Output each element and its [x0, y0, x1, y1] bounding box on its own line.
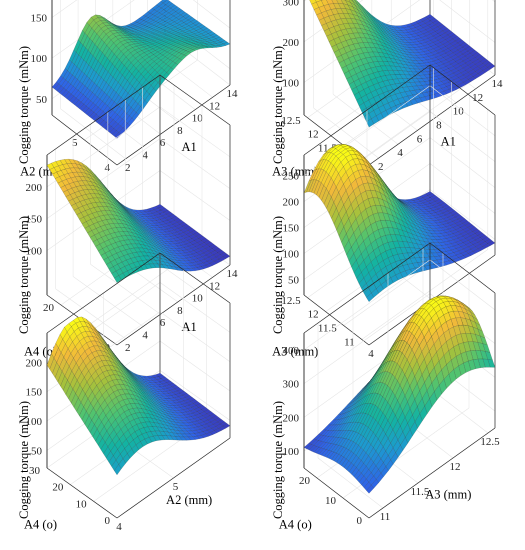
x-tick-label: 8	[177, 305, 183, 317]
grid-line	[439, 0, 496, 43]
z-tick-label: 50	[288, 274, 300, 286]
x-tick-label: 4	[142, 150, 148, 162]
z-tick-label: 300	[283, 0, 300, 8]
grid-line	[51, 0, 135, 59]
z-tick-label: 100	[31, 53, 48, 65]
grid-line	[313, 107, 379, 159]
x-tick-label: 4	[368, 348, 374, 360]
z-tick-label: 200	[283, 197, 300, 209]
x-axis-label: A2 (mm)	[166, 493, 212, 507]
z-tick-label: 200	[26, 357, 43, 369]
z-axis-label: Cogging torque (mNm)	[17, 216, 31, 334]
x-tick-label: 14	[492, 78, 504, 90]
x-axis-label: A1	[182, 140, 197, 154]
surface-mesh	[51, 0, 231, 139]
x-axis-label: A3 (mm)	[425, 488, 471, 502]
z-tick-label: 200	[26, 182, 43, 194]
grid-line	[429, 137, 496, 188]
grid-line	[361, 69, 488, 160]
x-tick-label: 5	[173, 481, 179, 493]
y-tick-label: 10	[76, 498, 88, 510]
x-tick-label: 10	[192, 113, 204, 125]
z-tick-label: 150	[283, 223, 300, 235]
z-axis-label: Cogging torque (mNm)	[271, 401, 285, 519]
z-tick-label: 100	[283, 78, 300, 90]
x-tick-label: 11	[380, 511, 391, 523]
x-tick-label: 12	[209, 280, 220, 292]
x-axis-label: A1	[441, 135, 456, 149]
y-tick-label: 12	[308, 309, 319, 321]
z-tick-label: 50	[31, 445, 43, 457]
y-tick-label: 5	[72, 137, 78, 149]
z-tick-label: 150	[31, 13, 48, 25]
y-axis-line	[51, 114, 118, 166]
grid-line	[51, 0, 78, 18]
x-axis-line	[116, 264, 231, 346]
y-tick-label: 4	[105, 162, 111, 174]
x-tick-label: 6	[160, 317, 166, 329]
y-tick-label: 12	[308, 129, 319, 141]
z-axis-label: Cogging torque (mNm)	[17, 46, 31, 164]
x-tick-label: 14	[227, 88, 239, 100]
z-tick-label: 200	[283, 37, 300, 49]
z-tick-label: 300	[283, 379, 300, 391]
z-axis-label: Cogging torque (mNm)	[17, 401, 31, 519]
surface-mesh	[309, 0, 496, 128]
z-tick-label: 100	[283, 446, 300, 458]
y-tick-label: 20	[299, 475, 311, 487]
x-tick-label: 4	[116, 521, 122, 533]
surface-mesh	[46, 158, 231, 283]
x-tick-label: 2	[125, 162, 131, 174]
x-tick-label: 10	[192, 293, 204, 305]
z-tick-label: 50	[36, 94, 48, 106]
y-tick-label: 0	[105, 515, 111, 527]
z-axis-label: Cogging torque (mNm)	[271, 46, 285, 164]
z-tick-label: 250	[283, 171, 300, 183]
x-tick-label: 12	[209, 100, 220, 112]
surface-mesh	[46, 316, 231, 476]
z-tick-label: 400	[283, 345, 300, 357]
z-tick-label: 200	[283, 412, 300, 424]
x-tick-label: 12.5	[480, 436, 500, 448]
x-tick-label: 8	[177, 125, 183, 137]
y-tick-label: 0	[357, 515, 363, 527]
x-axis-line	[116, 84, 231, 166]
x-axis-line	[368, 74, 496, 166]
z-tick-label: 100	[283, 249, 300, 261]
x-tick-label: 14	[227, 268, 239, 280]
x-tick-label: 12	[450, 461, 461, 473]
surface-patch	[114, 132, 122, 139]
x-tick-label: 4	[142, 330, 148, 342]
x-tick-label: 6	[160, 137, 166, 149]
z-tick-label: 150	[26, 387, 43, 399]
y-tick-label: 20	[43, 302, 55, 314]
y-tick-label: 10	[325, 495, 337, 507]
x-tick-label: 2	[125, 342, 131, 354]
z-axis-label: Cogging torque (mNm)	[271, 216, 285, 334]
x-axis-label: A1	[182, 320, 197, 334]
surface-mesh	[303, 144, 496, 302]
x-tick-label: 8	[436, 120, 442, 132]
y-tick-label: 20	[52, 482, 64, 494]
